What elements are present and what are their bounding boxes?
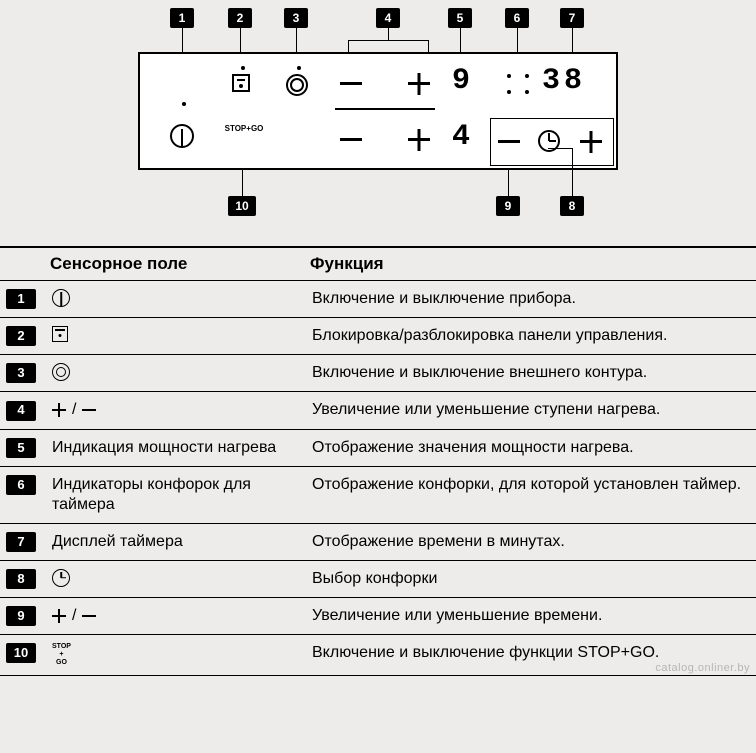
minus-icon xyxy=(498,140,520,143)
callout-9: 9 xyxy=(496,196,520,216)
row-number-badge: 1 xyxy=(6,289,36,309)
sensor-text: Индикация мощности нагрева xyxy=(52,438,276,458)
minus-icon xyxy=(340,82,362,85)
callout-10: 10 xyxy=(228,196,256,216)
table-row: 3 Включение и выключение внешнего контура… xyxy=(0,355,756,392)
callout-8: 8 xyxy=(560,196,584,216)
leader xyxy=(242,170,243,196)
plus-icon xyxy=(580,140,602,143)
dual-ring-icon xyxy=(286,74,308,96)
function-text: Включение и выключение прибора. xyxy=(306,281,756,318)
leader xyxy=(572,148,573,196)
plus-icon xyxy=(52,409,66,411)
power-display-bottom: 4 xyxy=(452,120,474,154)
function-text: Отображение конфорки, для которой устано… xyxy=(306,466,756,523)
callout-2: 2 xyxy=(228,8,252,28)
header-sensor: Сенсорное поле xyxy=(46,247,306,281)
table-row: 8 Выбор конфорки xyxy=(0,560,756,597)
table-row: 5 Индикация мощности нагрева Отображение з… xyxy=(0,429,756,466)
table-row: 7 Дисплей таймера Отображение времени в ми… xyxy=(0,523,756,560)
row-number-badge: 8 xyxy=(6,569,36,589)
sensor-text: Дисплей таймера xyxy=(52,532,183,552)
function-text: Увеличение или уменьшение ступени нагрев… xyxy=(306,392,756,429)
callout-7: 7 xyxy=(560,8,584,28)
callout-3: 3 xyxy=(284,8,308,28)
plus-icon xyxy=(408,138,430,141)
function-text: Увеличение или уменьшение времени. xyxy=(306,597,756,634)
row-number-badge: 10 xyxy=(6,643,36,663)
callout-5: 5 xyxy=(448,8,472,28)
callout-1: 1 xyxy=(170,8,194,28)
leader xyxy=(508,170,509,196)
function-text: Включение и выключение внешнего контура. xyxy=(306,355,756,392)
sensor-text: Индикаторы конфорок для таймера xyxy=(52,475,300,515)
panel-box: STOP + GO 9 4 38 xyxy=(138,52,618,170)
function-text: Блокировка/разблокировка панели управлен… xyxy=(306,318,756,355)
dual-ring-icon xyxy=(52,363,70,381)
table-row: 9/Увеличение или уменьшение времени. xyxy=(0,597,756,634)
table-row: 6 Индикаторы конфорок для таймераОтображе… xyxy=(0,466,756,523)
leader xyxy=(548,148,572,149)
lock-icon xyxy=(52,326,68,342)
plus-icon xyxy=(408,82,430,85)
plus-icon xyxy=(52,615,66,617)
callout-4: 4 xyxy=(376,8,400,28)
function-text: Отображение времени в минутах. xyxy=(306,523,756,560)
power-icon xyxy=(52,289,70,307)
table-row: 4/Увеличение или уменьшение ступени нагр… xyxy=(0,392,756,429)
function-text: Выбор конфорки xyxy=(306,560,756,597)
leader xyxy=(388,28,389,40)
function-text: Отображение значения мощности нагрева. xyxy=(306,429,756,466)
leader xyxy=(348,40,428,41)
stopgo-label: STOP + GO xyxy=(230,124,258,133)
clock-icon xyxy=(52,569,70,587)
table-row: 1 Включение и выключение прибора. xyxy=(0,281,756,318)
row-number-badge: 5 xyxy=(6,438,36,458)
minus-icon xyxy=(82,409,96,411)
stopgo-label: STOP+GO xyxy=(52,643,71,667)
power-icon xyxy=(170,124,194,148)
row-number-badge: 3 xyxy=(6,363,36,383)
row-number-badge: 6 xyxy=(6,475,36,495)
lock-icon xyxy=(232,74,250,92)
callout-6: 6 xyxy=(505,8,529,28)
page: 1 2 3 4 5 6 7 STOP + xyxy=(0,8,756,676)
timer-display: 38 xyxy=(542,64,586,98)
legend-table: Сенсорное поле Функция 1 Включение и выкл… xyxy=(0,246,756,676)
row-number-badge: 2 xyxy=(6,326,36,346)
table-row: 10STOP+GOВключение и выключение функции … xyxy=(0,635,756,676)
header-function: Функция xyxy=(306,247,756,281)
watermark: catalog.onliner.by xyxy=(655,662,750,674)
power-display-top: 9 xyxy=(452,64,474,98)
minus-icon xyxy=(340,138,362,141)
control-panel-diagram: 1 2 3 4 5 6 7 STOP + xyxy=(78,8,678,228)
table-row: 2 Блокировка/разблокировка панели управле… xyxy=(0,318,756,355)
underline xyxy=(335,108,435,110)
minus-icon xyxy=(82,615,96,617)
row-number-badge: 4 xyxy=(6,401,36,421)
row-number-badge: 9 xyxy=(6,606,36,626)
row-number-badge: 7 xyxy=(6,532,36,552)
